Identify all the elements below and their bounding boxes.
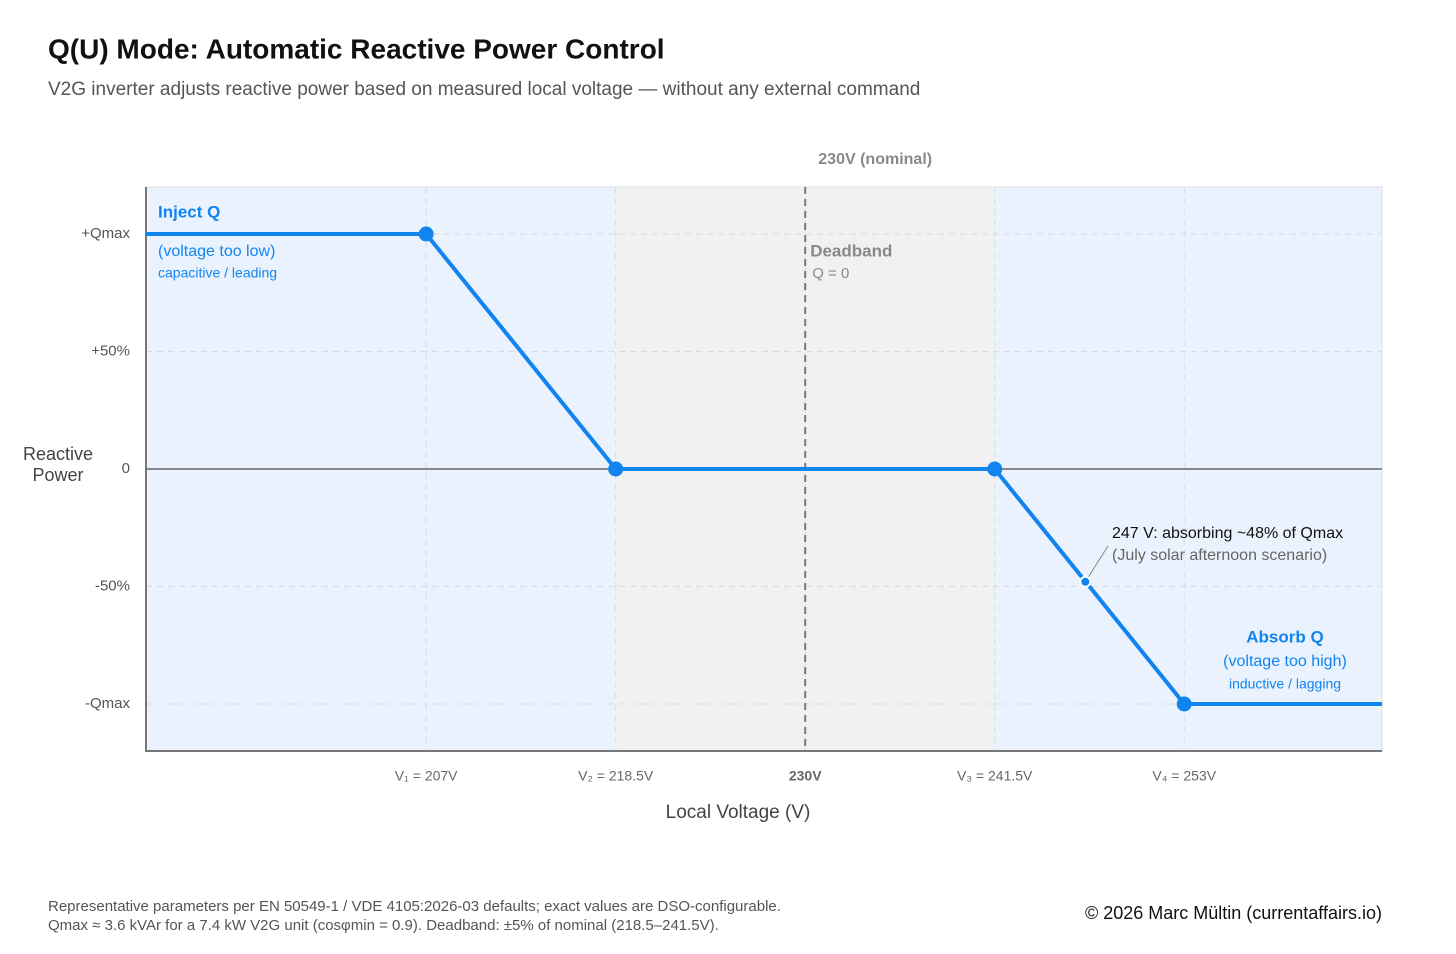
annotation-subtext: (July solar afternoon scenario) (1112, 547, 1327, 564)
y-tick-label: +Qmax (81, 225, 130, 242)
deadband-label: Deadband (810, 241, 892, 260)
footnote: Representative parameters per EN 50549-1… (48, 898, 781, 915)
zone-sublabel: (voltage too high) (1223, 653, 1347, 670)
annotation-text: 247 V: absorbing ~48% of Qmax (1112, 525, 1343, 542)
x-tick-label: V₄ = 253V (1152, 768, 1216, 784)
deadband-sublabel: Q = 0 (812, 265, 849, 282)
x-tick-label: 230V (789, 768, 822, 784)
zone-sublabel: (voltage too low) (158, 243, 275, 260)
copyright: © 2026 Marc Mültin (currentaffairs.io) (1085, 903, 1382, 923)
y-tick-label: -Qmax (85, 695, 131, 712)
zone-label: Inject Q (158, 202, 220, 221)
x-tick-label: V₃ = 241.5V (957, 768, 1033, 784)
breakpoint (418, 226, 434, 242)
chart-title: Q(U) Mode: Automatic Reactive Power Cont… (48, 33, 665, 64)
breakpoint (1176, 696, 1192, 712)
annotation-point (1079, 575, 1092, 588)
zone-note: inductive / lagging (1229, 676, 1341, 692)
y-tick-label: -50% (95, 577, 130, 594)
footnote: Qmax ≈ 3.6 kVAr for a 7.4 kW V2G unit (c… (48, 917, 719, 934)
zone-label: Absorb Q (1246, 627, 1323, 646)
annotation-leader (1084, 545, 1109, 583)
y-axis-label: Reactive Power (22, 444, 94, 485)
q-curve (146, 232, 1382, 706)
chart-subtitle: V2G inverter adjusts reactive power base… (48, 79, 920, 100)
breakpoint (608, 461, 624, 477)
y-tick-label: +50% (91, 342, 130, 359)
x-axis-label: Local Voltage (V) (666, 802, 811, 823)
x-tick-label: V₂ = 218.5V (578, 768, 654, 784)
nominal-label: 230V (nominal) (818, 151, 932, 168)
y-tick-label: 0 (122, 460, 130, 477)
breakpoint (987, 461, 1003, 477)
x-tick-label: V₁ = 207V (395, 768, 458, 784)
zone-note: capacitive / leading (158, 265, 277, 281)
